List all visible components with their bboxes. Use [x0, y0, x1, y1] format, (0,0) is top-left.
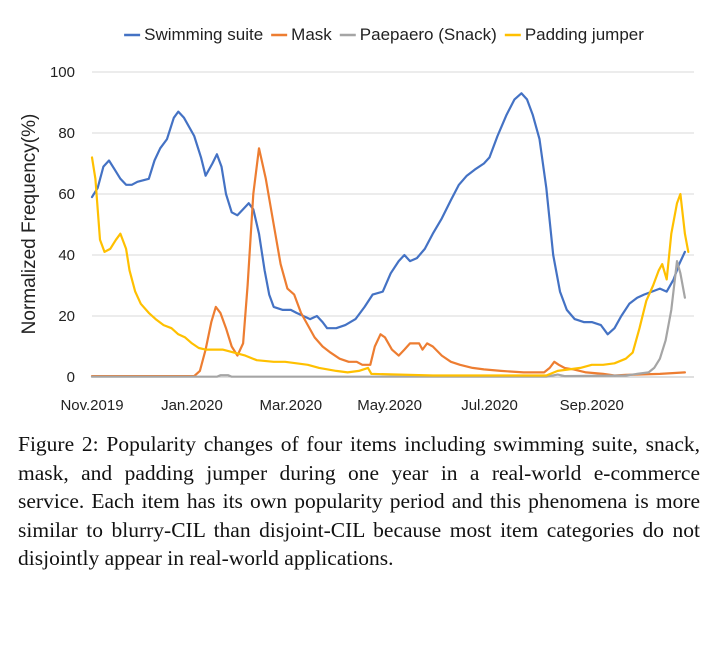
x-tick-labels: Nov.2019 Jan.2020 Mar.2020 May.2020 Jul.2020… — [60, 397, 623, 414]
x-tick-mar-2020: Mar.2020 — [260, 397, 323, 414]
legend-label-swimming-suite: Swimming suite — [144, 25, 263, 44]
legend-label-paepaero-snack: Paepaero (Snack) — [360, 25, 497, 44]
legend: Swimming suite Mask Paepaero (Snack) Paddin… — [124, 25, 644, 44]
y-axis-label: Normalized Frequency(%) — [19, 114, 40, 335]
line-chart: 0 20 40 60 80 100 Nov.2019 Jan.2020 Mar.2020 May… — [19, 25, 694, 414]
y-tick-0: 0 — [67, 369, 75, 386]
series-lines — [90, 92, 690, 378]
figure-caption: Figure 2: Popularity changes of four ite… — [18, 432, 700, 571]
y-tick-20: 20 — [58, 308, 75, 325]
legend-label-mask: Mask — [291, 25, 332, 44]
gridlines — [92, 71, 694, 378]
x-tick-jul-2020: Jul.2020 — [461, 397, 518, 414]
legend-label-padding-jumper: Padding jumper — [525, 25, 644, 44]
series-line-mask — [90, 147, 686, 378]
x-tick-sep-2020: Sep.2020 — [560, 397, 624, 414]
x-tick-may-2020: May.2020 — [357, 397, 422, 414]
x-tick-nov-2019: Nov.2019 — [60, 397, 123, 414]
y-tick-80: 80 — [58, 125, 75, 142]
series-line-paepaero-snack — [90, 260, 686, 378]
y-tick-labels: 0 20 40 60 80 100 — [50, 64, 75, 386]
y-tick-40: 40 — [58, 247, 75, 264]
series-line-swimming-suite — [90, 92, 686, 336]
series-line-padding-jumper — [90, 156, 690, 377]
y-tick-100: 100 — [50, 64, 75, 81]
y-tick-60: 60 — [58, 186, 75, 203]
x-tick-jan-2020: Jan.2020 — [161, 397, 223, 414]
